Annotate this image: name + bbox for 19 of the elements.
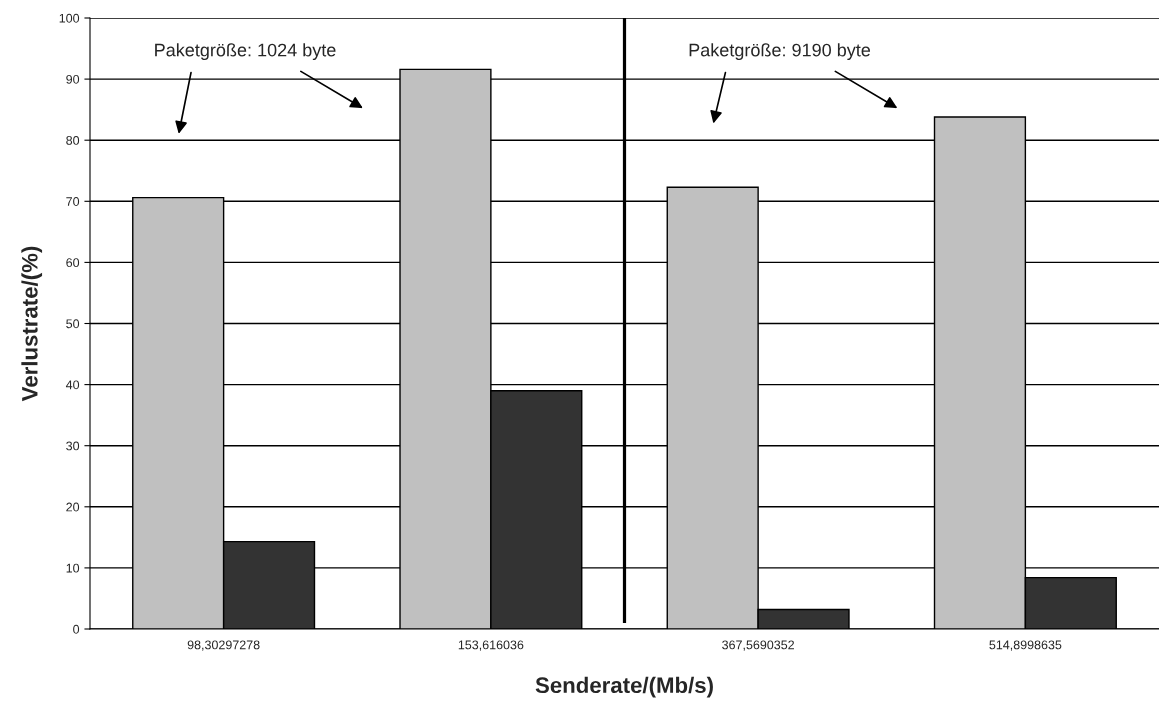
x-tick-label: 153,616036 [458, 640, 524, 651]
y-tick-label: 50 [66, 319, 80, 329]
x-tick-label: 514,8998635 [989, 640, 1062, 651]
y-tick-label: 20 [66, 502, 80, 512]
y-axis-title: Verlustrate/(%) [21, 246, 43, 402]
y-tick-label: 10 [66, 563, 80, 573]
x-axis-title: Senderate/(Mb/s) [535, 676, 713, 698]
y-tick-label: 70 [66, 197, 80, 206]
y-tick-label: 100 [59, 13, 80, 23]
y-tick-label: 90 [66, 74, 80, 84]
x-tick-label: 367,5690352 [722, 640, 794, 651]
y-tick-label: 30 [66, 441, 80, 451]
x-tick-label: 98,30297278 [187, 640, 260, 651]
y-tick-label: 60 [66, 258, 80, 268]
y-tick-label: 80 [66, 136, 80, 145]
annotation: Paketgröße: 1024 byte [155, 43, 336, 61]
y-tick-label: 0 [73, 624, 80, 634]
annotation: Paketgröße: 9190 byte [689, 43, 871, 61]
y-tick-label: 40 [65, 380, 80, 390]
